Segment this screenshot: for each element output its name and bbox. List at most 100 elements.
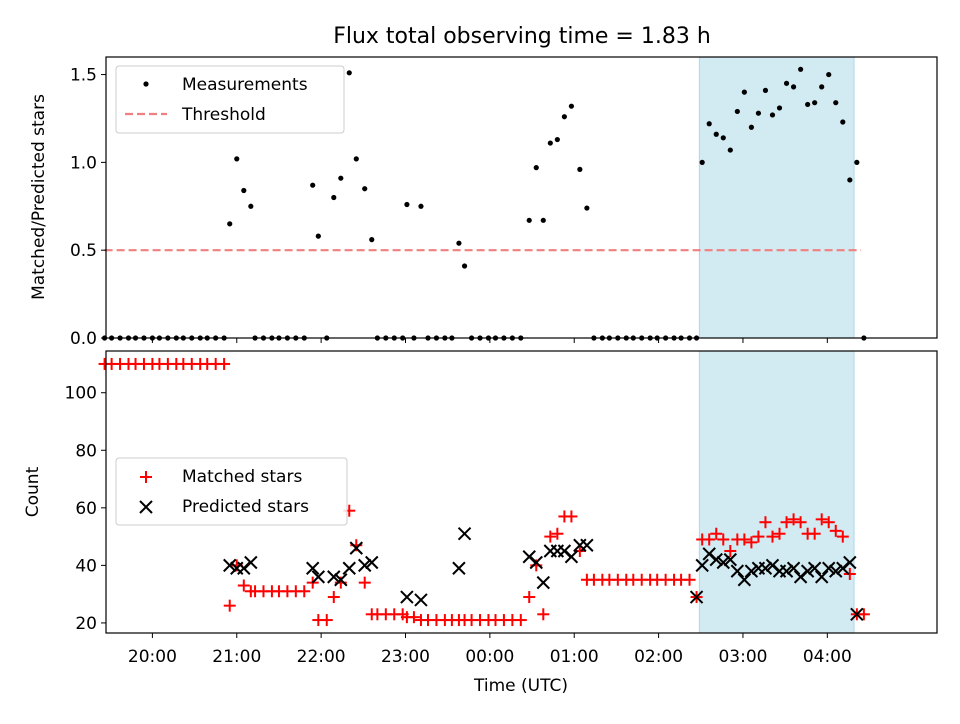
predicted-stars-point <box>400 590 414 604</box>
predicted-stars-point <box>342 561 356 575</box>
matched-stars-point <box>327 591 340 604</box>
x-tick-label: 04:00 <box>803 647 852 667</box>
measurement-point <box>346 70 352 76</box>
measurement-point <box>234 156 240 162</box>
measurement-point <box>227 221 233 227</box>
ratio-panel: 0.0 0.5 1.0 1.5 Matched/Predicted stars Mea… <box>29 56 938 349</box>
predicted-stars-point <box>365 555 379 570</box>
matched-stars-point <box>358 576 371 589</box>
predicted-stars-point <box>779 564 794 578</box>
matched-stars-point <box>787 513 800 526</box>
matched-stars-point <box>752 530 765 543</box>
predicted-stars-point <box>244 555 258 570</box>
matched-stars-point <box>544 530 557 543</box>
matched-stars-point <box>710 527 723 540</box>
y-tick-label: 1.5 <box>70 66 97 86</box>
count-panel-legend: Matched stars Predicted stars <box>115 457 348 526</box>
predicted-stars-point <box>311 570 326 584</box>
matched-stars-point <box>537 608 550 621</box>
predicted-stars-point <box>709 552 723 567</box>
y-tick-label: 80 <box>75 441 97 461</box>
predicted-stars-point <box>452 561 466 575</box>
matched-stars-point <box>523 591 536 604</box>
ratio-panel-frame <box>105 56 938 339</box>
matched-stars-point <box>836 530 849 543</box>
legend-matched-stars-label: Matched stars <box>182 467 302 487</box>
measurement-point <box>461 263 468 269</box>
legend-box <box>115 457 348 526</box>
matched-stars-point <box>766 530 779 543</box>
measurement-point <box>783 80 790 86</box>
count-panel-highlight <box>699 351 855 633</box>
measurement-point <box>762 87 769 93</box>
legend-predicted-stars-marker <box>139 500 153 514</box>
ratio-panel-y-axis: 0.0 0.5 1.0 1.5 <box>70 66 106 349</box>
measurement-point <box>568 103 575 109</box>
matched-stars-point <box>759 516 772 529</box>
matched-stars-point <box>780 516 793 529</box>
predicted-stars-point <box>305 561 320 575</box>
count-panel-y-axis: 20 40 60 80 100 <box>65 384 106 634</box>
count-panel: 20 40 60 80 100 20:00 21:00 22:00 23:00 00:00 01:… <box>23 350 938 696</box>
predicted-stars-point <box>850 607 864 622</box>
matched-stars-point <box>773 527 786 540</box>
y-tick-label: 100 <box>65 384 97 404</box>
matched-stars-point <box>565 510 578 523</box>
x-tick-label: 01:00 <box>550 647 599 667</box>
matched-stars-point <box>822 516 835 529</box>
legend-measurements-marker <box>143 81 149 87</box>
legend-threshold-label: Threshold <box>181 105 266 125</box>
predicted-stars-point <box>536 575 551 590</box>
predicted-stars-point <box>358 558 372 573</box>
matched-stars-point <box>815 513 828 526</box>
matched-stars-point <box>514 614 527 627</box>
x-tick-label: 02:00 <box>634 647 683 667</box>
measurement-point <box>812 100 818 106</box>
predicted-stars-point <box>822 561 836 575</box>
predicted-stars-point <box>334 573 348 587</box>
measurement-point <box>720 135 726 141</box>
count-panel-y-axis-label: Count <box>23 466 43 517</box>
predicted-stars-point <box>800 564 815 578</box>
matched-stars-point <box>843 568 856 581</box>
measurement-point <box>727 147 733 153</box>
measurement-point <box>577 166 583 172</box>
predicted-stars-point <box>723 552 738 567</box>
matched-stars-point <box>407 611 420 624</box>
matched-stars-point <box>794 516 807 529</box>
measurement-point <box>748 124 754 130</box>
x-tick-label: 03:00 <box>718 647 767 667</box>
matched-stars-point <box>218 357 231 370</box>
measurement-point <box>826 71 832 78</box>
matched-stars-point <box>703 533 716 546</box>
y-tick-label: 0.0 <box>70 329 97 349</box>
predicted-stars-point <box>564 550 579 564</box>
measurement-point <box>540 217 546 223</box>
predicted-stars-point <box>529 555 543 570</box>
y-tick-label: 60 <box>75 499 97 519</box>
measurement-point <box>369 237 375 243</box>
predicted-stars-point <box>716 555 730 570</box>
matched-stars-point <box>745 536 758 549</box>
measurement-point <box>706 121 712 127</box>
measurement-point <box>241 187 247 194</box>
measurement-point <box>418 203 424 209</box>
measurement-point <box>847 177 853 183</box>
measurement-point <box>315 233 321 239</box>
measurement-point <box>699 159 705 165</box>
y-tick-label: 40 <box>75 556 97 576</box>
measurement-point <box>755 110 762 116</box>
x-tick-label: 22:00 <box>297 647 346 667</box>
measurement-point <box>833 100 839 106</box>
measurement-point <box>790 84 797 90</box>
matched-stars-point <box>717 533 730 546</box>
predicted-stars-point <box>457 527 472 541</box>
matched-stars-point <box>808 527 821 540</box>
measurement-point <box>819 84 825 90</box>
chart-title: Flux total observing time = 1.83 h <box>333 24 711 49</box>
legend-predicted-stars-label: Predicted stars <box>182 497 309 517</box>
legend-measurements-label: Measurements <box>182 75 308 95</box>
predicted-stars-point <box>758 561 773 575</box>
predicted-stars-point <box>843 555 857 570</box>
measurement-point <box>331 194 337 201</box>
